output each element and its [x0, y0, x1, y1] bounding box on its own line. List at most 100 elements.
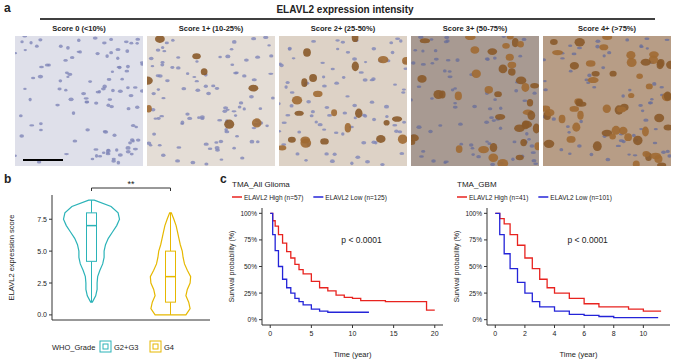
nucleus: [499, 107, 502, 111]
nucleus: [421, 63, 426, 66]
legend-title: WHO_Grade: [52, 343, 95, 352]
nucleus: [493, 98, 497, 101]
nucleus: [438, 124, 442, 126]
nucleus: [363, 78, 368, 81]
image-background: [543, 36, 671, 166]
nucleus: [532, 159, 537, 162]
nucleus: [118, 153, 123, 156]
nucleus: [280, 63, 284, 67]
nucleus: [512, 141, 516, 144]
nucleus: [125, 49, 129, 53]
nucleus: [603, 54, 606, 57]
nucleus: [434, 49, 438, 52]
nucleus: [621, 94, 625, 98]
nucleus: [385, 115, 388, 118]
nucleus: [147, 142, 151, 145]
y-tick-label: 5.0: [37, 248, 47, 255]
stained-cell: [575, 38, 585, 46]
nucleus: [66, 46, 70, 50]
stained-cell: [599, 44, 608, 50]
nucleus: [559, 148, 563, 151]
p-value: p < 0.0001: [341, 235, 382, 245]
nucleus: [106, 153, 111, 156]
nucleus: [592, 86, 596, 88]
stained-cell: [192, 53, 200, 59]
nucleus: [57, 87, 61, 90]
stained-cell: [552, 50, 563, 55]
nucleus: [650, 98, 653, 100]
nucleus: [350, 162, 353, 166]
nucleus: [402, 121, 406, 124]
nucleus: [95, 154, 98, 158]
stained-cell: [301, 78, 307, 87]
stained-cell: [642, 151, 649, 157]
nucleus: [118, 90, 123, 93]
nucleus: [279, 130, 281, 132]
nucleus: [421, 50, 424, 53]
nucleus: [372, 47, 377, 50]
axis-title: ELAVL2 expression score: [7, 215, 16, 301]
nucleus: [259, 107, 263, 110]
stained-cell: [490, 143, 498, 152]
x-tick: [434, 325, 435, 328]
nucleus: [64, 89, 67, 92]
nucleus: [352, 57, 357, 60]
nucleus: [125, 70, 130, 73]
nucleus: [362, 114, 366, 117]
stained-cell: [641, 59, 651, 66]
stained-cell: [497, 159, 508, 166]
nucleus: [111, 159, 116, 162]
nucleus: [149, 57, 154, 60]
nucleus: [112, 134, 116, 138]
nucleus: [446, 39, 450, 43]
x-tick: [495, 325, 496, 328]
scale-bar: [23, 159, 63, 161]
stained-cell: [633, 136, 642, 146]
stained-cell: [530, 83, 539, 89]
y-tick-label: 100%: [240, 210, 257, 217]
stained-cell: [567, 136, 576, 143]
x-tick-label: 5: [309, 330, 313, 337]
nucleus: [331, 68, 335, 71]
nucleus: [652, 82, 656, 86]
x-tick: [393, 325, 394, 328]
nucleus: [84, 97, 89, 99]
stained-cell: [279, 145, 286, 150]
nucleus: [653, 142, 658, 145]
stained-cell: [592, 71, 600, 77]
nucleus: [151, 65, 155, 67]
nucleus: [365, 160, 370, 164]
x-tick: [352, 325, 353, 328]
stained-cell: [572, 123, 580, 132]
stained-cell: [248, 85, 258, 92]
stained-cell: [522, 121, 532, 128]
nucleus: [154, 117, 158, 119]
nucleus: [240, 156, 244, 159]
nucleus: [109, 51, 113, 54]
nucleus: [476, 155, 481, 158]
nucleus: [334, 82, 339, 85]
tissue-image: [15, 36, 143, 166]
stained-cell: [610, 71, 617, 77]
panel-letter: c: [220, 172, 227, 186]
legend-label: G2+G3: [114, 343, 138, 352]
stained-cell: [345, 123, 351, 132]
nucleus: [343, 112, 347, 115]
stained-cell: [624, 133, 632, 141]
nucleus: [455, 58, 459, 62]
nucleus: [176, 146, 181, 149]
stained-cell: [633, 160, 640, 166]
nucleus: [85, 100, 90, 103]
tissue-image: [411, 36, 539, 166]
nucleus: [401, 91, 405, 94]
nucleus: [391, 51, 395, 54]
nucleus: [402, 88, 406, 90]
nucleus: [39, 122, 43, 125]
nucleus: [215, 146, 220, 150]
stained-cell: [313, 91, 323, 97]
nucleus: [579, 120, 583, 123]
nucleus: [165, 79, 170, 82]
stained-cell: [384, 120, 390, 126]
panel-letter: a: [4, 1, 11, 15]
nucleus: [217, 119, 222, 121]
